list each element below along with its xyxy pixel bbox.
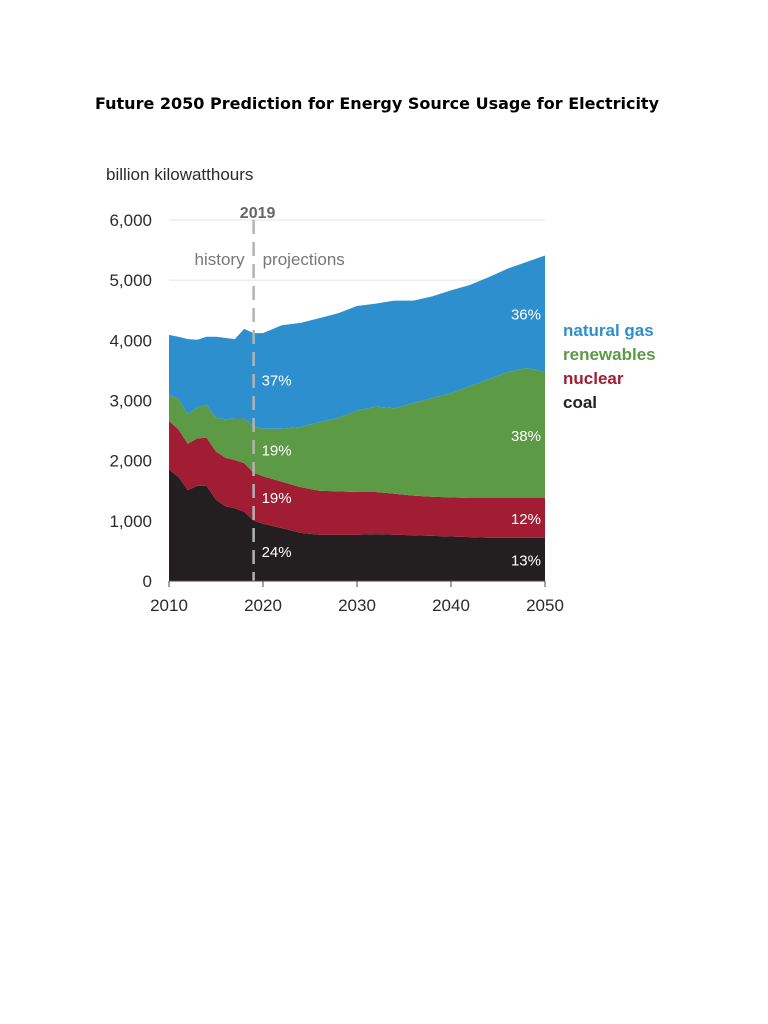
legend-natural-gas: natural gas (563, 321, 654, 340)
annotation-nuclear-2019: 19% (262, 490, 292, 507)
x-tick-label: 2050 (526, 596, 564, 615)
x-tick-label: 2010 (150, 596, 188, 615)
area-nuclear (169, 421, 545, 538)
x-tick-label: 2040 (432, 596, 470, 615)
divider-year-label: 2019 (240, 205, 276, 222)
x-tick-label: 2030 (338, 596, 376, 615)
page-title: Future 2050 Prediction for Energy Source… (95, 94, 660, 113)
y-tick-label: 0 (143, 572, 152, 591)
legend-nuclear: nuclear (563, 369, 624, 388)
annotation-renewables-2019: 19% (262, 443, 292, 460)
annotation-renewables-2050: 38% (511, 428, 541, 445)
y-tick-label: 3,000 (109, 392, 152, 411)
annotation-natural-gas-2050: 36% (511, 307, 541, 324)
legend-coal: coal (563, 393, 597, 412)
annotation-nuclear-2050: 12% (511, 511, 541, 528)
percent-annotations: 37% 19% 19% 24% 36% 38% 12% 13% (262, 307, 541, 570)
y-axis-label: billion kilowatthours (106, 165, 253, 184)
area-series (169, 255, 545, 581)
y-tick-label: 5,000 (109, 271, 152, 290)
projections-label: projections (263, 250, 345, 269)
annotation-coal-2019: 24% (262, 544, 292, 561)
area-coal (169, 469, 545, 581)
y-tick-label: 4,000 (109, 331, 152, 350)
history-label: history (195, 250, 246, 269)
legend: natural gas renewables nuclear coal (563, 321, 656, 412)
annotation-natural-gas-2019: 37% (262, 373, 292, 390)
annotation-coal-2050: 13% (511, 552, 541, 569)
area-renewables (169, 368, 545, 498)
projection-divider: 2019 history projections (195, 205, 345, 581)
y-tick-label: 6,000 (109, 211, 152, 230)
y-tick-label: 1,000 (109, 512, 152, 531)
area-natural-gas (169, 255, 545, 429)
x-tick-label: 2020 (244, 596, 282, 615)
axes: 0 1,000 2,000 3,000 4,000 5,000 6,000 billion k… (106, 165, 564, 615)
legend-renewables: renewables (563, 345, 656, 364)
y-tick-label: 2,000 (109, 452, 152, 471)
